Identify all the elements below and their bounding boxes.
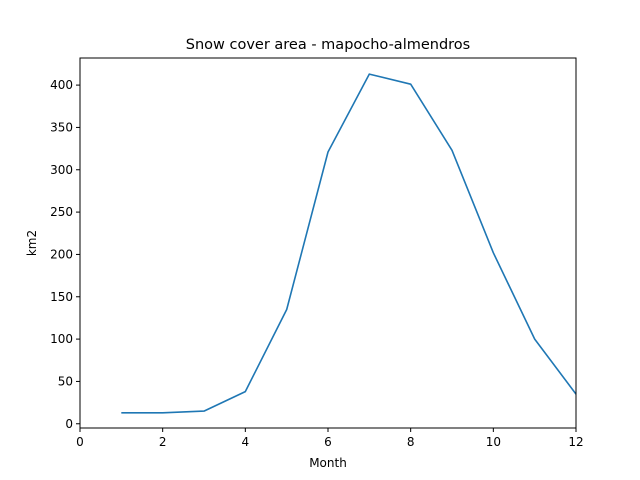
y-tick-label: 400: [50, 78, 73, 92]
series-layer: [121, 73, 577, 414]
plot-frame: [79, 57, 577, 429]
y-tick-label: 200: [50, 247, 73, 261]
x-tick-label: 4: [242, 435, 250, 449]
y-tick-label: 0: [65, 417, 73, 431]
y-axis-label: km2: [25, 230, 39, 256]
x-axis-label: Month: [309, 456, 347, 470]
x-tick-label: 2: [159, 435, 167, 449]
y-tick-label: 300: [50, 163, 73, 177]
y-tick-label: 350: [50, 120, 73, 134]
y-tick-label: 250: [50, 205, 73, 219]
y-tick-label: 50: [58, 374, 73, 388]
y-tick-label: 100: [50, 332, 73, 346]
x-tick-label: 12: [568, 435, 583, 449]
y-axis-ticks: 0 50 100 150 200 250 300 350 400: [50, 78, 80, 431]
x-axis-ticks: 0 2 4 6 8 10 12: [76, 428, 584, 449]
series-line-1: [121, 73, 577, 414]
x-tick-label: 10: [486, 435, 501, 449]
x-tick-label: 6: [324, 435, 332, 449]
x-tick-label: 0: [76, 435, 84, 449]
chart-title: Snow cover area - mapocho-almendros: [186, 37, 470, 53]
x-tick-label: 8: [407, 435, 415, 449]
y-tick-label: 150: [50, 290, 73, 304]
